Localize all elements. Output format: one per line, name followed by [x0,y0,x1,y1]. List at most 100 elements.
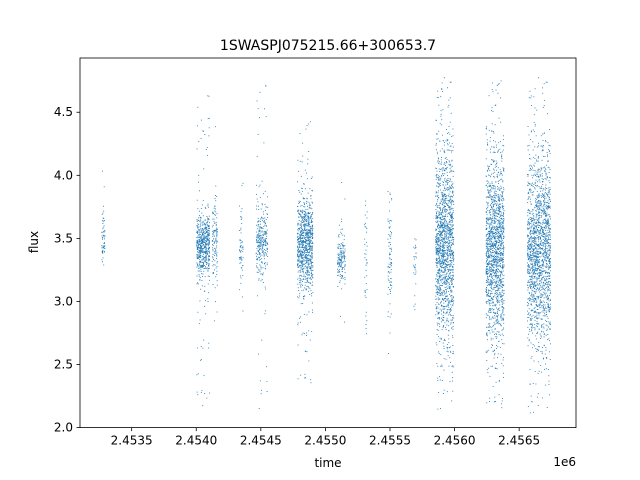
data-point [202,255,204,257]
data-point [263,235,264,236]
data-point [309,213,310,214]
data-point [452,241,454,243]
data-point [304,219,305,221]
data-point [452,366,454,368]
data-point [489,136,491,138]
data-point [447,139,449,141]
data-point [489,324,491,326]
data-point [444,283,446,285]
data-point [494,252,496,254]
data-point [493,244,495,246]
data-point [303,239,304,241]
data-point [438,168,440,170]
data-point [303,202,305,204]
data-point [299,271,301,273]
data-point [302,243,304,245]
data-point [437,90,439,92]
data-point [486,238,488,240]
data-point [435,175,437,177]
data-point [440,236,442,238]
data-point [502,310,504,312]
data-point [442,316,444,318]
data-point [299,260,301,262]
data-point [452,252,454,254]
data-point [444,229,445,231]
data-point [240,249,242,251]
data-point [445,306,447,307]
data-point [450,253,451,255]
data-point [446,350,448,352]
data-point [439,240,441,242]
data-point [256,271,258,273]
data-point [440,275,442,277]
data-point [438,392,440,393]
data-point [305,215,307,216]
data-point [203,234,205,236]
data-point [308,224,310,225]
data-point [435,178,437,180]
data-point [414,309,416,311]
data-point [303,224,305,225]
data-point [305,245,307,246]
data-point [453,237,455,239]
data-point [304,224,306,226]
data-point [498,394,500,396]
data-point [344,258,345,260]
data-point [498,227,500,229]
data-point [448,149,450,151]
data-point [365,269,367,271]
data-point [499,225,501,227]
data-point [448,321,450,323]
data-point [216,236,218,238]
data-point [437,206,439,208]
data-point [500,245,502,246]
data-point [452,175,454,177]
data-point [311,201,313,203]
data-point [495,275,497,277]
data-point [258,231,260,232]
data-point [490,219,492,221]
data-point [202,224,204,226]
data-point [494,203,496,204]
data-point [297,324,299,326]
data-point [493,275,494,277]
data-point [435,144,437,146]
data-point [498,216,500,218]
data-point [339,255,341,257]
data-point [445,274,447,276]
data-point [447,264,448,266]
data-point [436,252,438,254]
data-point [298,200,300,202]
data-point [446,181,448,183]
data-point [435,195,437,197]
data-point [501,316,503,318]
data-point [499,243,501,245]
data-point [449,161,451,163]
data-point [300,256,302,257]
data-point [205,250,207,252]
data-point [443,271,445,273]
data-point [491,199,492,201]
data-point [259,247,261,249]
data-point [439,140,441,142]
data-point [302,297,304,299]
data-point [437,297,439,299]
data-point [299,279,301,281]
data-point [202,252,204,254]
data-point [497,295,499,297]
data-point [306,256,308,258]
data-point [449,231,451,233]
data-point [387,293,389,295]
data-point [339,280,341,282]
data-point [438,317,439,319]
data-point [494,317,496,319]
data-point [444,238,446,240]
data-point [297,222,299,224]
data-point [103,186,105,188]
data-point [308,330,310,332]
data-point [490,281,492,283]
data-point [498,188,500,190]
data-point [450,227,452,229]
data-point [263,221,265,223]
data-point [494,215,496,217]
